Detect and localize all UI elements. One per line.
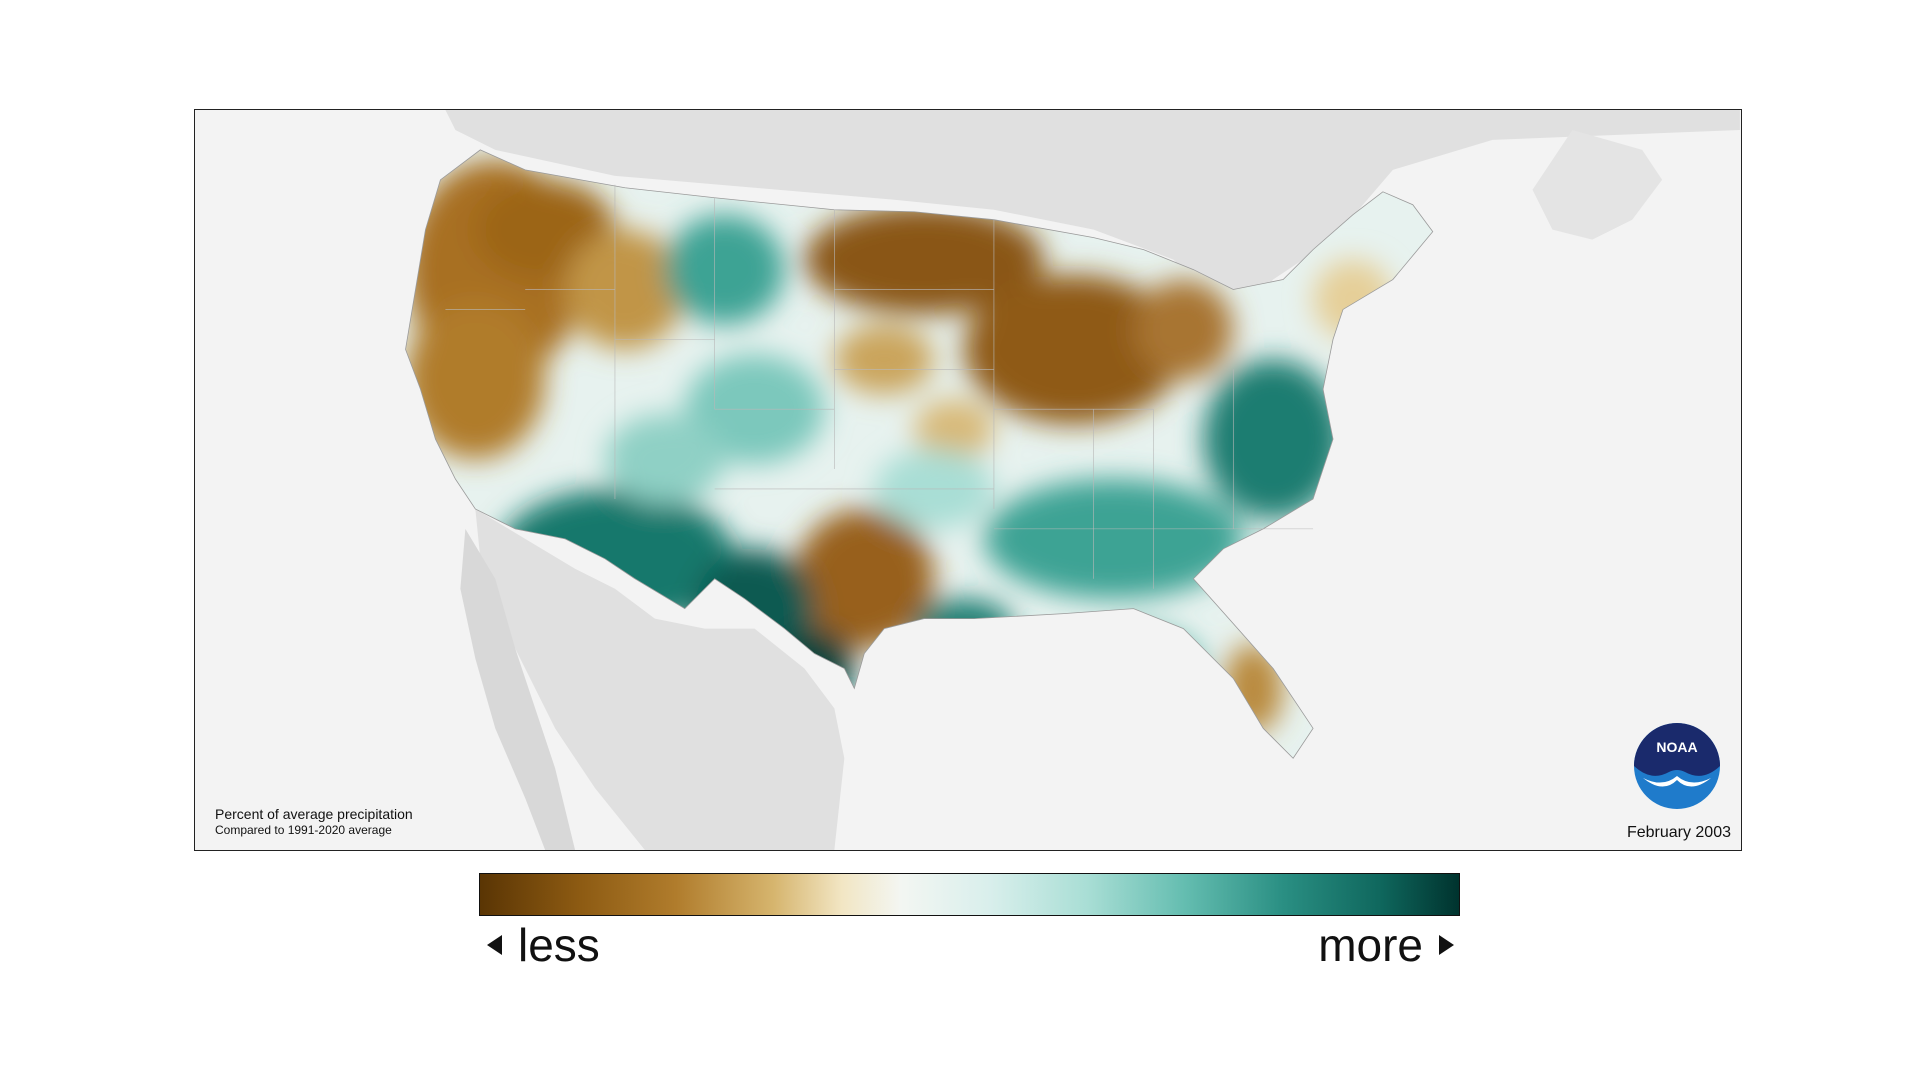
precipitation-map [405,110,1740,850]
map-date: February 2003 [1626,824,1731,841]
baja-peninsula [460,528,576,850]
state-boundaries [445,184,1314,589]
noaa-logo-text: NOAA [1656,739,1697,755]
canada-landmass [445,110,1740,320]
mexico-landmass [475,508,845,850]
maritime-landmass [1532,129,1663,240]
map-caption: Percent of average precipitation Compare… [215,805,413,838]
caption-subtitle: Compared to 1991-2020 average [215,823,392,837]
noaa-logo: NOAA [1634,723,1720,809]
right-triangle-icon [1439,935,1454,955]
legend-less: less [487,915,600,975]
left-triangle-icon [487,935,502,955]
us-outline [405,149,1434,759]
map-panel: Percent of average precipitation Compare… [194,109,1742,851]
caption-title: Percent of average precipitation [215,806,413,822]
legend-more: more [1318,915,1454,975]
legend-colorbar [479,873,1460,916]
legend-less-label: less [518,919,600,971]
legend-more-label: more [1318,919,1423,971]
